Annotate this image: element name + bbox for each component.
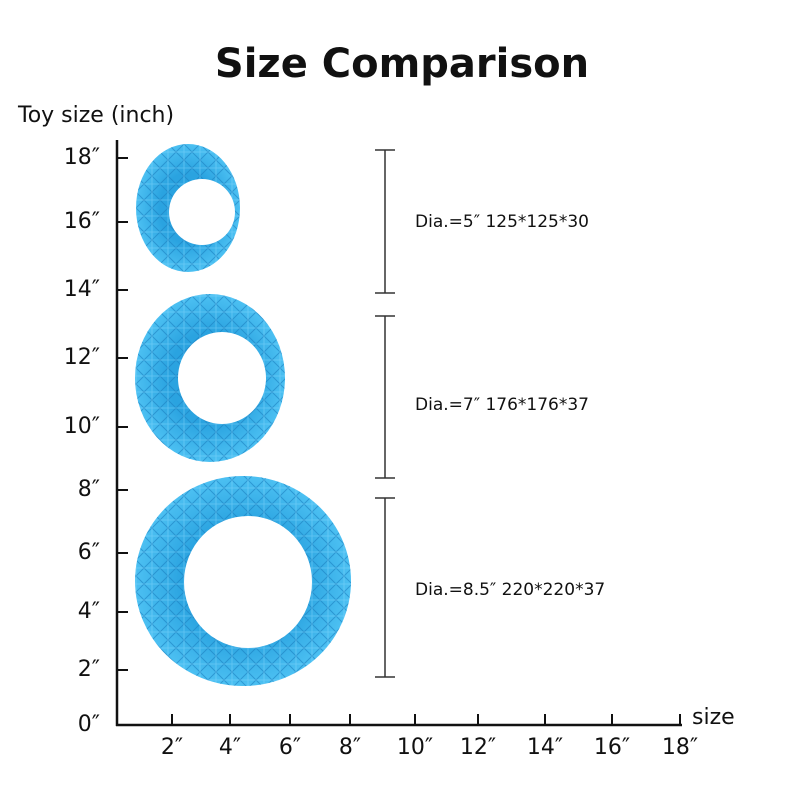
y-tick-label: 12″ (64, 345, 100, 370)
size-label: Dia.=8.5″ 220*220*37 (415, 580, 605, 600)
x-tick-label: 12″ (460, 735, 496, 760)
x-tick-label: 6″ (279, 735, 301, 760)
ring-small (136, 144, 240, 272)
y-tick-label: 2″ (78, 657, 100, 682)
x-tick-label: 4″ (219, 735, 241, 760)
y-tick-label: 6″ (78, 540, 100, 565)
y-tick-label: 8″ (78, 477, 100, 502)
x-tick-label: 8″ (339, 735, 361, 760)
ring-medium (135, 294, 285, 462)
title: Size Comparison (215, 41, 589, 87)
x-tick-label: 18″ (662, 735, 698, 760)
y-tick-label: 4″ (78, 599, 100, 624)
y-tick-label: 0″ (78, 712, 100, 737)
x-tick-label: 10″ (397, 735, 433, 760)
size-label: Dia.=5″ 125*125*30 (415, 212, 589, 232)
y-tick-label: 16″ (64, 209, 100, 234)
x-axis-label: size (692, 705, 735, 730)
y-axis-label: Toy size (inch) (17, 103, 174, 128)
y-tick-label: 18″ (64, 145, 100, 170)
x-tick-label: 2″ (161, 735, 183, 760)
y-tick-label: 10″ (64, 414, 100, 439)
x-tick-label: 14″ (527, 735, 563, 760)
x-tick-label: 16″ (594, 735, 630, 760)
y-tick-label: 14″ (64, 277, 100, 302)
size-label: Dia.=7″ 176*176*37 (415, 395, 589, 415)
ring-large (135, 476, 351, 686)
